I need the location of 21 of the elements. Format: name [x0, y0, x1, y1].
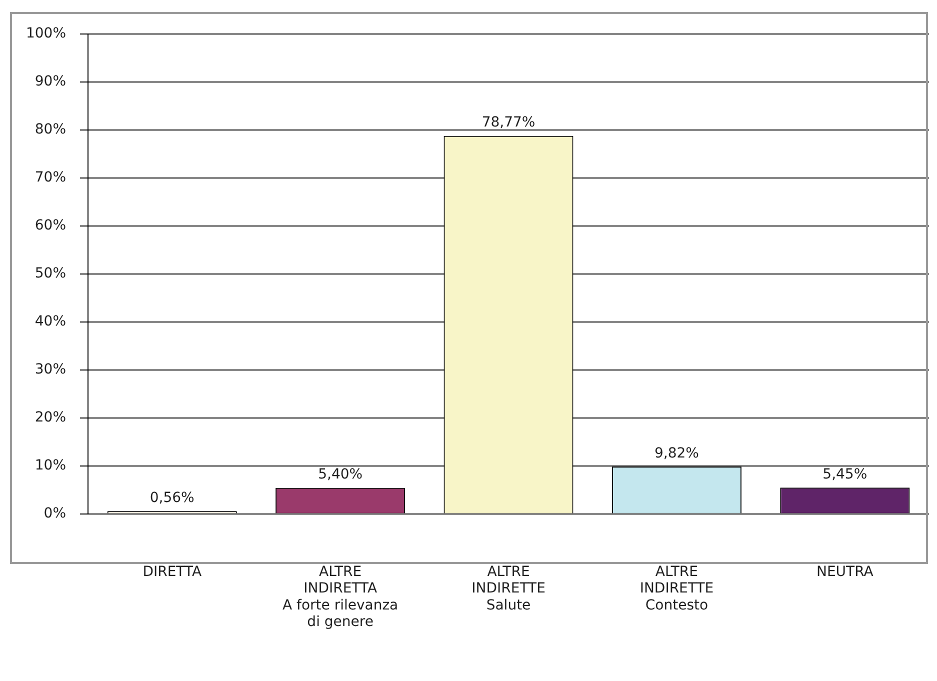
- data-label: 5,40%: [318, 466, 363, 483]
- y-tick-label: 60%: [34, 218, 66, 234]
- y-tick-label: 100%: [26, 26, 66, 42]
- data-label: 0,56%: [150, 490, 194, 506]
- y-tick-label: 40%: [34, 314, 66, 330]
- y-tick-label: 10%: [34, 457, 66, 474]
- y-tick-label: 20%: [34, 409, 66, 426]
- y-tick-label: 0%: [44, 505, 66, 522]
- y-tick-label: 30%: [34, 362, 66, 378]
- data-label: 5,45%: [822, 466, 868, 482]
- x-tick-label: NEUTRA: [816, 564, 874, 580]
- y-tick-label: 90%: [34, 74, 66, 90]
- data-label: 9,82%: [654, 445, 699, 462]
- x-tick-label: ALTRE INDIRETTA A forte rilevanza di genere: [282, 564, 398, 630]
- y-tick-label: 50%: [34, 266, 66, 282]
- y-tick-label: 70%: [34, 170, 66, 186]
- x-tick-label: DIRETTA: [142, 564, 202, 580]
- y-tick-label: 80%: [34, 122, 66, 138]
- x-tick-label: ALTRE INDIRETTE Contesto: [640, 564, 714, 614]
- data-label: 78,77%: [482, 114, 536, 130]
- x-tick-label: ALTRE INDIRETTE Salute: [472, 564, 546, 614]
